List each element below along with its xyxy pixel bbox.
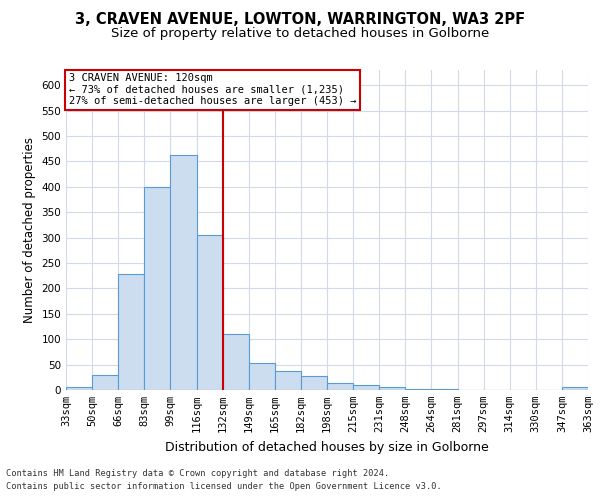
Bar: [301, 376, 327, 390]
Bar: [118, 274, 145, 390]
Bar: [562, 388, 588, 390]
X-axis label: Distribution of detached houses by size in Golborne: Distribution of detached houses by size …: [165, 440, 489, 454]
Text: 3, CRAVEN AVENUE, LOWTON, WARRINGTON, WA3 2PF: 3, CRAVEN AVENUE, LOWTON, WARRINGTON, WA…: [75, 12, 525, 28]
Bar: [223, 334, 249, 390]
Text: 3 CRAVEN AVENUE: 120sqm
← 73% of detached houses are smaller (1,235)
27% of semi: 3 CRAVEN AVENUE: 120sqm ← 73% of detache…: [68, 73, 356, 106]
Bar: [197, 235, 223, 390]
Bar: [275, 370, 301, 390]
Text: Size of property relative to detached houses in Golborne: Size of property relative to detached ho…: [111, 28, 489, 40]
Text: Contains HM Land Registry data © Crown copyright and database right 2024.: Contains HM Land Registry data © Crown c…: [6, 468, 389, 477]
Bar: [249, 363, 275, 390]
Y-axis label: Number of detached properties: Number of detached properties: [23, 137, 36, 323]
Bar: [66, 388, 92, 390]
Bar: [327, 384, 353, 390]
Bar: [379, 388, 406, 390]
Text: Contains public sector information licensed under the Open Government Licence v3: Contains public sector information licen…: [6, 482, 442, 491]
Bar: [406, 389, 431, 390]
Bar: [353, 385, 379, 390]
Bar: [92, 375, 118, 390]
Bar: [145, 187, 170, 390]
Bar: [170, 156, 197, 390]
